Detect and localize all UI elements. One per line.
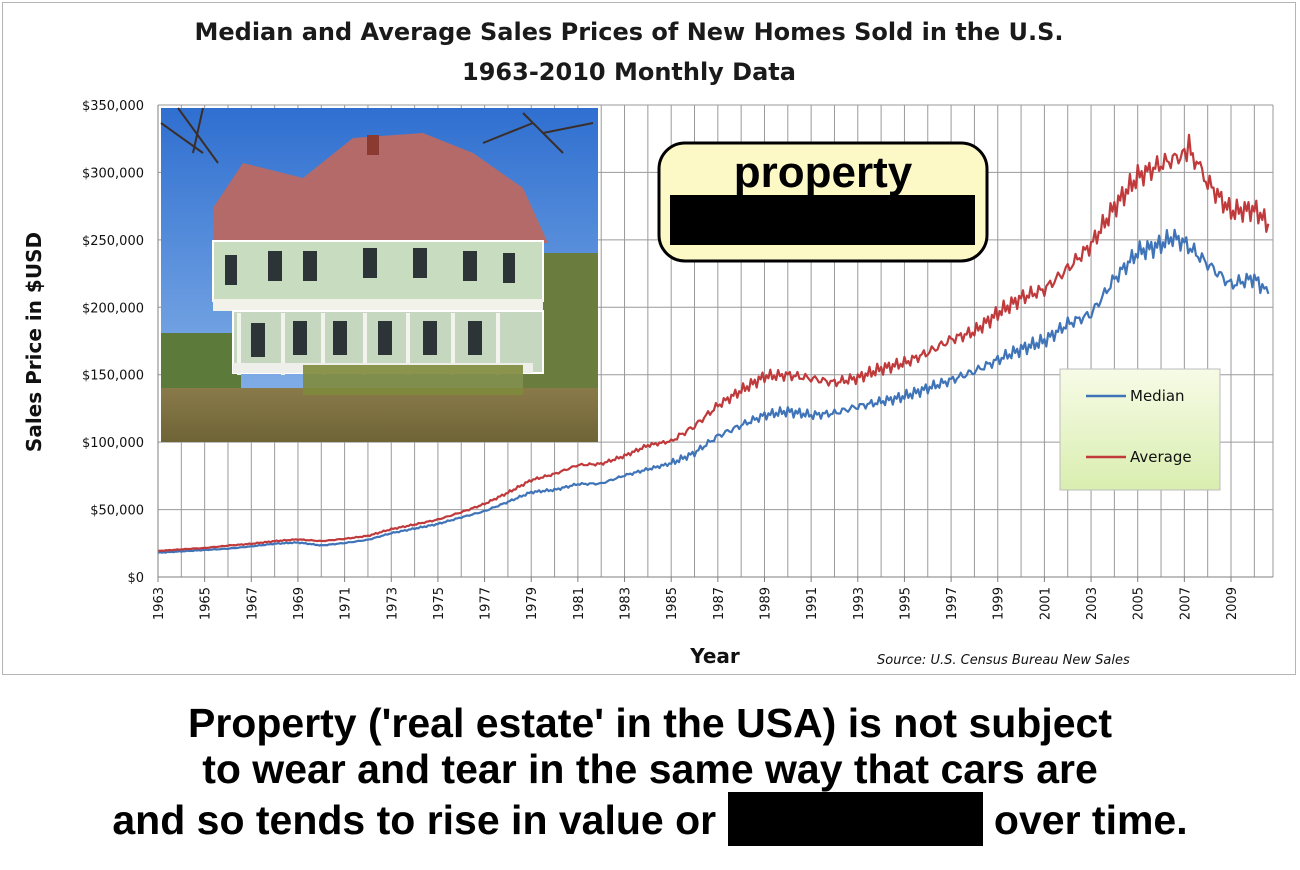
x-tick-label: 1993 <box>852 587 867 620</box>
y-tick-label: $350,000 <box>82 99 144 114</box>
x-tick-label: 1995 <box>898 587 913 620</box>
property-notice: property <box>657 141 989 263</box>
chart-title: Median and Average Sales Prices of New H… <box>194 18 1063 46</box>
y-tick-label: $200,000 <box>82 301 144 316</box>
caption-line-1: Property ('real estate' in the USA) is n… <box>188 700 1112 746</box>
y-tick-label: $0 <box>127 571 144 586</box>
house-photo <box>160 107 598 442</box>
x-tick-label: 1985 <box>665 587 680 620</box>
x-tick-label: 1983 <box>619 587 634 620</box>
x-axis-ticks: 1963 1965 1967 1969 1971 1973 1975 1977 1979 1981… <box>152 577 1240 620</box>
x-tick-label: 1999 <box>992 587 1007 620</box>
x-tick-label: 1969 <box>292 587 307 620</box>
property-word: property <box>734 148 913 197</box>
chart-frame: Median and Average Sales Prices of New H… <box>2 2 1296 675</box>
x-tick-label: 1981 <box>572 587 587 620</box>
x-axis-label: Year <box>689 644 740 668</box>
caption-line-3: and so tends to rise in value or over ti… <box>0 792 1300 846</box>
x-tick-label: 1971 <box>339 587 354 620</box>
y-tick-label: $100,000 <box>82 436 144 451</box>
x-tick-label: 1991 <box>805 587 820 620</box>
caption-line-3-start: and so tends to rise in value or <box>112 797 717 843</box>
x-tick-label: 1967 <box>245 587 260 620</box>
series-layer <box>157 133 1270 554</box>
y-tick-label: $250,000 <box>82 234 144 249</box>
legend-label-median: Median <box>1130 387 1185 405</box>
y-tick-label: $50,000 <box>90 504 144 519</box>
legend: Median Average <box>1059 368 1221 491</box>
y-axis-ticks: $0 $50,000 $100,000 $150,000 $200,000 $250,00… <box>82 99 144 586</box>
y-axis-label: Sales Price in $USD <box>22 232 46 452</box>
x-tick-label: 1965 <box>199 587 214 620</box>
caption-redaction <box>727 792 983 846</box>
x-tick-label: 2009 <box>1225 587 1240 620</box>
x-tick-label: 1977 <box>479 587 494 620</box>
y-tick-label: $150,000 <box>82 369 144 384</box>
x-tick-label: 2005 <box>1132 587 1147 620</box>
caption-line-3-end: over time. <box>993 797 1188 843</box>
x-tick-label: 1973 <box>385 587 400 620</box>
x-tick-label: 2001 <box>1038 587 1053 620</box>
x-tick-label: 1975 <box>432 587 447 620</box>
x-tick-label: 2007 <box>1178 587 1193 620</box>
series-line-average <box>157 133 1270 553</box>
y-tick-label: $300,000 <box>82 166 144 181</box>
x-tick-label: 2003 <box>1085 587 1100 620</box>
chart-subtitle: 1963-2010 Monthly Data <box>462 58 796 86</box>
caption-line-2: to wear and tear in the same way that ca… <box>202 746 1098 792</box>
chart-svg: Median and Average Sales Prices of New H… <box>22 18 1274 668</box>
x-tick-label: 1979 <box>525 587 540 620</box>
x-tick-label: 1989 <box>758 587 773 620</box>
x-tick-label: 1997 <box>945 587 960 620</box>
legend-label-average: Average <box>1130 448 1192 466</box>
series-line-median <box>157 228 1270 554</box>
x-tick-label: 1963 <box>152 587 167 620</box>
x-tick-label: 1987 <box>712 587 727 620</box>
caption: Property ('real estate' in the USA) is n… <box>0 700 1300 846</box>
property-redaction <box>670 195 975 245</box>
source-note: Source: U.S. Census Bureau New Sales <box>877 653 1130 668</box>
